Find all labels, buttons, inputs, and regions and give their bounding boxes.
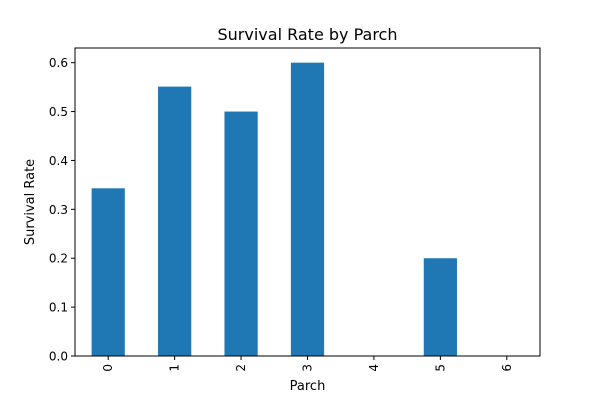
y-tick-label: 0.6 — [49, 56, 68, 70]
y-tick-label: 0.4 — [49, 154, 68, 168]
x-tick-label: 5 — [433, 364, 447, 372]
y-tick-label: 0.1 — [49, 301, 68, 315]
bar-0 — [91, 188, 125, 356]
x-tick-label: 3 — [301, 364, 315, 372]
chart-title: Survival Rate by Parch — [218, 25, 398, 44]
bar-5 — [423, 258, 457, 356]
x-tick-label: 2 — [234, 364, 248, 372]
bar-1 — [158, 86, 192, 356]
x-tick-label: 1 — [168, 364, 182, 372]
bars-group — [91, 62, 457, 357]
y-axis-label: Survival Rate — [23, 159, 38, 245]
x-tick-label: 6 — [500, 364, 514, 372]
x-axis-label: Parch — [290, 379, 326, 394]
x-axis: 0 1 2 3 4 5 6 — [101, 356, 514, 372]
y-axis: 0.0 0.1 0.2 0.3 0.4 0.5 0.6 — [49, 56, 75, 364]
y-tick-label: 0.0 — [49, 350, 68, 364]
bar-3 — [290, 62, 325, 357]
x-tick-label: 0 — [101, 364, 115, 372]
y-tick-label: 0.3 — [49, 203, 68, 217]
bar-2 — [224, 111, 258, 356]
plot-frame — [74, 47, 541, 357]
y-tick-label: 0.5 — [49, 105, 68, 119]
x-tick-label: 4 — [367, 364, 381, 372]
y-tick-label: 0.2 — [49, 252, 68, 266]
